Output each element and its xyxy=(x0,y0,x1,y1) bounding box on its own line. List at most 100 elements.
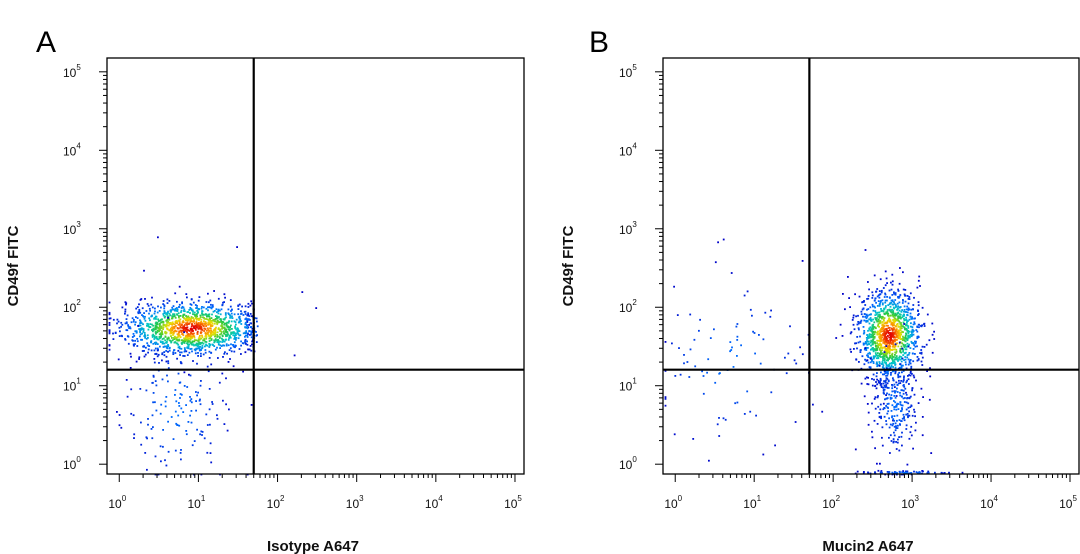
event-dot xyxy=(900,345,903,348)
event-dot xyxy=(893,415,896,417)
event-dot xyxy=(152,374,155,377)
event-dot xyxy=(871,291,874,294)
event-dot xyxy=(892,360,894,362)
event-dot xyxy=(186,326,188,329)
event-dot xyxy=(234,344,237,347)
event-dot xyxy=(194,317,197,320)
event-dot xyxy=(199,348,202,351)
event-dot xyxy=(784,356,786,359)
event-dot xyxy=(240,313,242,315)
event-dot xyxy=(202,339,205,342)
event-dot xyxy=(205,337,208,340)
event-dot xyxy=(904,340,907,343)
event-dot xyxy=(162,313,165,315)
event-dot xyxy=(865,314,868,317)
event-dot xyxy=(872,360,875,363)
event-dot xyxy=(876,333,879,336)
event-dot xyxy=(847,276,849,278)
event-dot xyxy=(189,307,192,309)
event-dot xyxy=(876,311,879,314)
event-dot xyxy=(234,327,237,329)
event-dot xyxy=(708,459,710,462)
event-dot xyxy=(223,332,225,334)
event-dot xyxy=(236,327,239,330)
event-dot xyxy=(882,341,885,344)
event-dot xyxy=(906,314,908,316)
event-dot xyxy=(902,354,905,356)
event-dot xyxy=(863,331,866,334)
event-dot xyxy=(191,323,193,326)
event-dot xyxy=(132,414,135,417)
event-dot xyxy=(869,306,872,309)
event-dot xyxy=(194,352,197,355)
event-dot xyxy=(171,321,174,324)
event-dot xyxy=(152,401,154,404)
event-dot xyxy=(886,397,889,399)
event-dot xyxy=(202,306,205,309)
event-dot xyxy=(193,318,195,321)
event-dot xyxy=(200,342,203,344)
event-dot xyxy=(145,346,147,349)
event-dot xyxy=(251,302,253,305)
event-dot xyxy=(175,422,178,425)
event-dot xyxy=(866,383,869,385)
event-dot xyxy=(890,336,892,339)
event-dot xyxy=(901,407,903,409)
event-dot xyxy=(893,419,896,422)
event-dot xyxy=(871,430,873,433)
event-dot xyxy=(774,444,776,447)
event-dot xyxy=(902,379,905,381)
event-dot xyxy=(885,363,888,366)
event-dot xyxy=(138,356,141,359)
event-dot xyxy=(900,435,903,438)
event-dot xyxy=(112,338,115,340)
event-dot xyxy=(907,345,910,348)
event-dot xyxy=(879,351,882,353)
event-dot xyxy=(235,332,238,335)
event-dot xyxy=(198,319,200,321)
event-dot xyxy=(889,362,892,365)
event-dot xyxy=(212,333,214,336)
event-dot xyxy=(217,297,220,300)
event-dot xyxy=(131,336,134,338)
event-dot xyxy=(171,315,174,317)
event-dot xyxy=(183,342,186,344)
event-dot xyxy=(902,384,905,387)
event-dot xyxy=(181,332,184,335)
event-dot xyxy=(892,422,895,425)
event-dot xyxy=(143,312,145,314)
event-dot xyxy=(857,321,860,323)
event-dot xyxy=(202,353,205,356)
event-dot xyxy=(872,305,874,308)
event-dot xyxy=(178,303,181,306)
event-dot xyxy=(199,341,202,344)
event-dot xyxy=(740,344,742,347)
event-dot xyxy=(911,342,913,344)
event-dot xyxy=(872,341,874,344)
event-dot xyxy=(214,331,217,333)
event-dot xyxy=(202,342,205,345)
event-dot xyxy=(894,370,897,373)
event-dot xyxy=(210,317,213,319)
event-dot xyxy=(179,315,182,317)
event-dot xyxy=(917,402,920,404)
event-dot xyxy=(887,331,890,334)
event-dot xyxy=(201,344,204,347)
event-dot xyxy=(893,360,896,363)
event-dot xyxy=(888,331,891,334)
event-dot xyxy=(874,310,877,312)
event-dot xyxy=(132,343,135,346)
event-dot xyxy=(925,343,928,346)
event-dot xyxy=(886,309,889,311)
event-dot xyxy=(230,324,232,327)
event-dot xyxy=(893,408,896,411)
event-dot xyxy=(189,319,192,321)
event-dot xyxy=(180,351,183,354)
event-dot xyxy=(186,328,189,331)
event-dot xyxy=(904,358,907,361)
event-dot xyxy=(190,335,192,338)
event-dot xyxy=(186,343,189,345)
event-dot xyxy=(880,385,883,388)
event-dot xyxy=(903,319,906,322)
event-dot xyxy=(762,453,765,456)
